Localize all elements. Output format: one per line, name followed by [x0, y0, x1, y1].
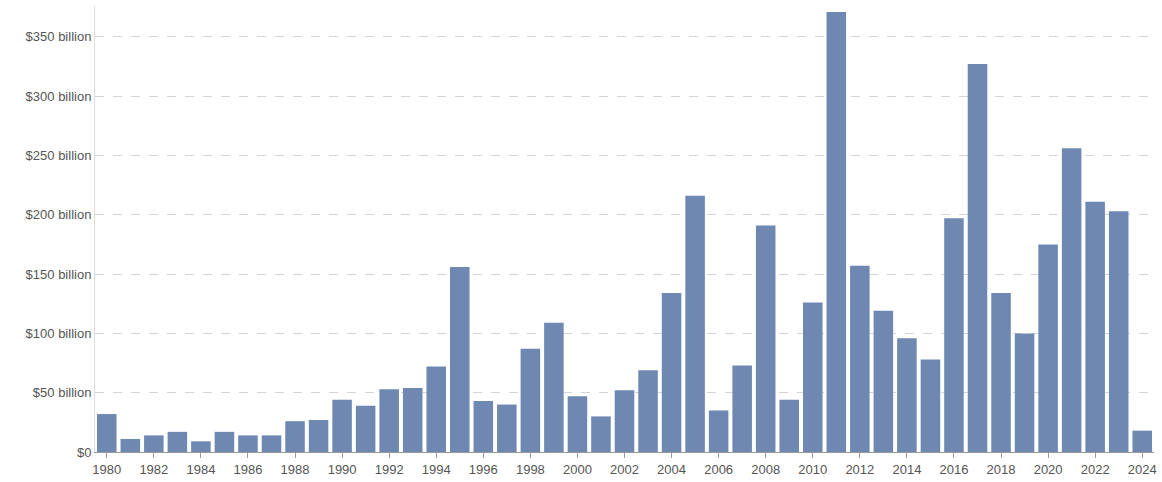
svg-text:2010: 2010: [798, 462, 827, 477]
svg-text:2016: 2016: [940, 462, 969, 477]
svg-text:2024: 2024: [1128, 462, 1157, 477]
svg-text:$100 billion: $100 billion: [26, 326, 92, 341]
svg-text:2018: 2018: [987, 462, 1016, 477]
svg-text:$350 billion: $350 billion: [26, 29, 92, 44]
svg-text:2006: 2006: [704, 462, 733, 477]
svg-text:1992: 1992: [375, 462, 404, 477]
svg-text:1998: 1998: [516, 462, 545, 477]
svg-text:2008: 2008: [751, 462, 780, 477]
svg-text:2022: 2022: [1081, 462, 1110, 477]
svg-text:1984: 1984: [186, 462, 215, 477]
svg-text:2014: 2014: [892, 462, 921, 477]
svg-text:$250 billion: $250 billion: [26, 148, 92, 163]
svg-text:$0: $0: [77, 445, 91, 460]
svg-text:$300 billion: $300 billion: [26, 89, 92, 104]
svg-text:1980: 1980: [92, 462, 121, 477]
svg-text:1994: 1994: [422, 462, 451, 477]
svg-text:2020: 2020: [1034, 462, 1063, 477]
svg-text:$200 billion: $200 billion: [26, 207, 92, 222]
svg-text:1982: 1982: [139, 462, 168, 477]
svg-text:$150 billion: $150 billion: [26, 267, 92, 282]
svg-text:2004: 2004: [657, 462, 686, 477]
svg-text:2012: 2012: [845, 462, 874, 477]
svg-text:1988: 1988: [281, 462, 310, 477]
svg-text:2002: 2002: [610, 462, 639, 477]
svg-text:$50 billion: $50 billion: [33, 385, 92, 400]
svg-text:1996: 1996: [469, 462, 498, 477]
svg-text:1990: 1990: [328, 462, 357, 477]
svg-text:2000: 2000: [563, 462, 592, 477]
svg-text:1986: 1986: [234, 462, 263, 477]
